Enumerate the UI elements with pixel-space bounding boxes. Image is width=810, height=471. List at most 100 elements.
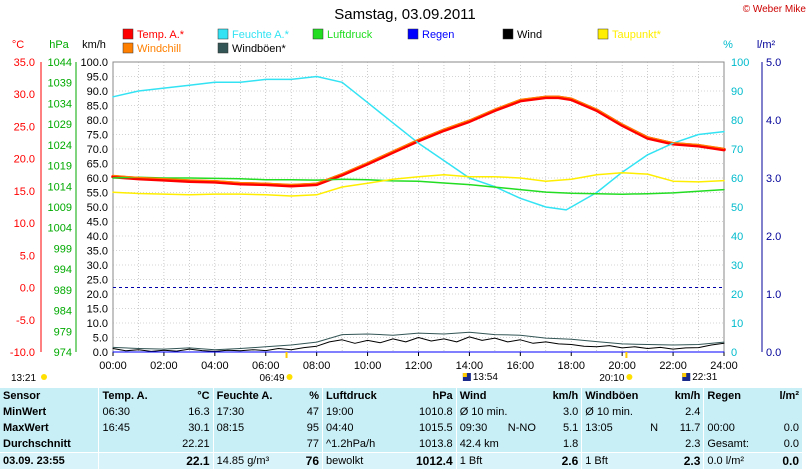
wind-label: Ø 10 min. — [455, 404, 539, 420]
stats-label: 03.09. 23:55 — [0, 452, 99, 469]
stats-header: l/m² — [779, 390, 799, 402]
legend-swatch — [407, 28, 419, 40]
hum-time: 14.85 g/m³ — [212, 452, 297, 469]
kmh-tick-label: 35.0 — [87, 246, 108, 258]
rain-tick-label: 2.0 — [766, 231, 781, 243]
rain-tick-label: 0.0 — [766, 347, 781, 359]
hpa-tick-label: 1004 — [48, 223, 72, 235]
press-time: ^1.2hPa/h — [321, 436, 399, 453]
event-label: 22:31 — [692, 372, 717, 383]
wind-value: 3.0 — [562, 406, 579, 418]
hum-value: 77 — [306, 438, 319, 450]
hpa-tick-label: 1019 — [48, 161, 72, 173]
x-tick-label: 14:00 — [456, 360, 484, 372]
temp-time — [98, 452, 168, 469]
wind-value: 2.6 — [538, 452, 582, 469]
series-line — [111, 95, 726, 188]
x-tick-label: 24:00 — [710, 360, 738, 372]
c-tick-label: 30.0 — [14, 89, 35, 101]
kmh-tick-label: 80.0 — [87, 115, 108, 127]
gust-label: Ø 10 min. — [581, 404, 662, 420]
c-tick-label: 5.0 — [20, 250, 35, 262]
x-tick-label: 04:00 — [201, 360, 229, 372]
hpa-tick-label: 1034 — [48, 98, 72, 110]
x-tick-label: 02:00 — [150, 360, 178, 372]
stats-row-current: 03.09. 23:55 22.1 14.85 g/m³ 76 bewolkt … — [0, 452, 802, 469]
legend-label: Feuchte A.* — [232, 29, 290, 41]
chart-grid — [112, 61, 725, 353]
pct-tick-label: 0 — [731, 347, 737, 359]
temp-value: 30.1 — [188, 422, 210, 434]
rain-value: 0.0 — [767, 452, 802, 469]
kmh-tick-label: 10.0 — [87, 318, 108, 330]
c-tick-label: 10.0 — [14, 218, 35, 230]
legend-label: Wind — [517, 29, 542, 41]
press-time: 04:40 — [321, 420, 399, 436]
stats-table: Sensor Temp. A. °C Feuchte A. % Luftdruc… — [0, 388, 802, 469]
pct-tick-label: 70 — [731, 144, 743, 156]
stats-header: hPa — [432, 390, 453, 402]
moon-icon-highlight — [462, 373, 467, 377]
rain-label — [703, 404, 768, 420]
c-tick-label: 25.0 — [14, 121, 35, 133]
kmh-tick-label: 65.0 — [87, 159, 108, 171]
stats-row-avg: Durchschnitt 22.21 77 ^1.2hPa/h 1013.8 4… — [0, 436, 802, 453]
event-label: 13:54 — [473, 372, 498, 383]
press-time: bewolkt — [321, 452, 399, 469]
c-axis-label: °C — [12, 39, 24, 51]
kmh-tick-label: 5.0 — [93, 333, 108, 345]
x-tick-label: 10:00 — [354, 360, 382, 372]
kmh-tick-label: 95.0 — [87, 72, 108, 84]
gust-time: 13:05 — [585, 422, 613, 434]
sun-icon — [41, 374, 47, 380]
kmh-tick-label: 100.0 — [80, 57, 108, 69]
c-tick-label: 0.0 — [20, 283, 35, 295]
temp-time — [98, 436, 168, 453]
kmh-tick-label: 45.0 — [87, 217, 108, 229]
legend-label: Windchill — [137, 43, 181, 55]
legend-label: Luftdruck — [327, 29, 373, 41]
chart-axes: 35.0 30.0 25.0 20.0 15.0 10.0 5.0 0.0 -5.0 -10.0 °… — [10, 39, 781, 372]
pct-tick-label: 50 — [731, 202, 743, 214]
hum-value: 47 — [306, 406, 319, 418]
stats-header: Windböen — [581, 388, 662, 404]
wind-label: 1 Bft — [455, 452, 539, 469]
gust-value: 2.4 — [685, 406, 701, 418]
pct-tick-label: 90 — [731, 86, 743, 98]
press-value: 1010.8 — [419, 406, 453, 418]
chart-title: Samstag, 03.09.2011 — [334, 6, 476, 23]
hum-time: 08:15 — [212, 420, 297, 436]
kmh-tick-label: 55.0 — [87, 188, 108, 200]
x-tick-label: 08:00 — [303, 360, 331, 372]
wind-direction: N-NO — [507, 422, 536, 434]
kmh-axis-label: km/h — [82, 39, 106, 51]
kmh-tick-label: 15.0 — [87, 304, 108, 316]
sun-icon — [626, 374, 633, 380]
stats-header: Feuchte A. — [212, 388, 297, 404]
press-value: 1015.5 — [419, 422, 453, 434]
rain-axis-label: l/m² — [757, 39, 776, 51]
pct-tick-label: 10 — [731, 318, 743, 330]
pct-tick-label: 40 — [731, 231, 743, 243]
legend-swatch — [217, 28, 229, 40]
gust-value: 2.3 — [661, 452, 704, 469]
series-line — [112, 95, 725, 185]
hpa-tick-label: 1014 — [48, 181, 72, 193]
series-line — [112, 331, 725, 351]
wind-label: 09:30 N-NO — [455, 420, 539, 436]
c-tick-label: 20.0 — [14, 154, 35, 166]
event-label: 20:10 — [599, 373, 624, 384]
hpa-tick-label: 1044 — [48, 57, 72, 69]
x-tick-label: 06:00 — [252, 360, 280, 372]
press-value: 1012.4 — [398, 452, 457, 469]
wind-label: 42.4 km — [455, 436, 539, 453]
stats-header: Regen — [703, 388, 768, 404]
rain-tick-label: 4.0 — [766, 115, 781, 127]
temp-value: 16.3 — [188, 406, 210, 418]
stats-header: Luftdruck — [321, 388, 399, 404]
stats-header: °C — [197, 390, 210, 402]
rain-value: 0.0 — [783, 438, 799, 450]
kmh-tick-label: 70.0 — [87, 144, 108, 156]
gust-direction: N — [650, 422, 659, 434]
hpa-tick-label: 994 — [54, 264, 72, 276]
